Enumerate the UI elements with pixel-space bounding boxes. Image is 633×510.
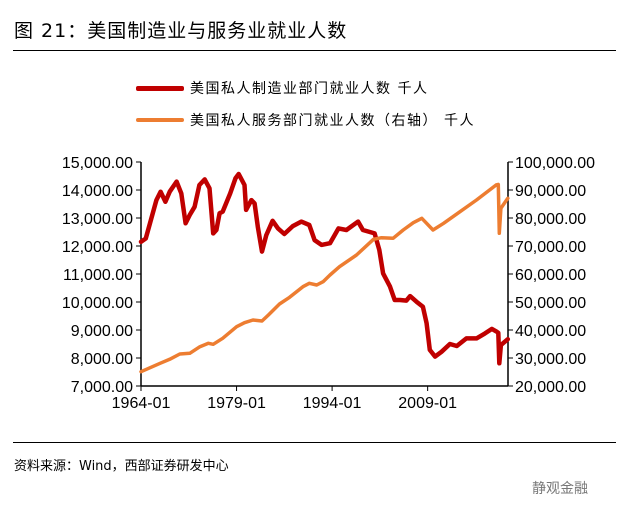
legend-swatch	[136, 118, 184, 122]
y-left-tick-label: 7,000.00	[71, 379, 133, 396]
legend-item-manufacturing: 美国私人制造业部门就业人数 千人	[136, 78, 428, 98]
x-tick-label: 2009-01	[398, 395, 457, 412]
watermark: 静观金融	[532, 481, 588, 497]
y-left-tick-label: 11,000.00	[63, 267, 133, 284]
legend-swatch	[136, 85, 184, 91]
bottom-rule	[13, 442, 616, 443]
y-right-tick-label: 80,000.00	[515, 211, 586, 228]
y-left-tick-label: 12,000.00	[62, 239, 133, 256]
legend-item-services: 美国私人服务部门就业人数（右轴） 千人	[136, 110, 475, 130]
y-right-tick-label: 90,000.00	[515, 183, 586, 200]
series-line-manufacturing	[138, 171, 511, 366]
y-left-tick-label: 9,000.00	[71, 323, 133, 340]
legend-label: 美国私人服务部门就业人数（右轴） 千人	[190, 113, 475, 129]
y-right-tick-label: 20,000.00	[515, 379, 586, 396]
y-right-tick-label: 30,000.00	[515, 351, 586, 368]
x-tick-label: 1979-01	[207, 395, 266, 412]
x-tick-label: 1964-01	[112, 395, 171, 412]
y-right-tick-label: 60,000.00	[515, 267, 586, 284]
figure-title: 图 21：美国制造业与服务业就业人数	[14, 20, 348, 42]
y-left-tick-label: 13,000.00	[62, 211, 133, 228]
series-line-services	[139, 182, 510, 374]
y-right-tick-label: 50,000.00	[515, 295, 586, 312]
top-rule	[13, 50, 616, 51]
y-left-tick-label: 15,000.00	[62, 155, 133, 172]
y-right-tick-label: 40,000.00	[515, 323, 586, 340]
y-left-tick-label: 8,000.00	[71, 351, 133, 368]
source-note: 资料来源：Wind，西部证券研发中心	[14, 459, 229, 474]
y-right-tick-label: 100,000.00	[515, 155, 595, 172]
x-tick-label: 1994-01	[303, 395, 362, 412]
legend-label: 美国私人制造业部门就业人数 千人	[190, 81, 429, 97]
y-right-tick-label: 70,000.00	[515, 239, 586, 256]
y-left-tick-label: 10,000.00	[62, 295, 133, 312]
y-left-tick-label: 14,000.00	[62, 183, 133, 200]
